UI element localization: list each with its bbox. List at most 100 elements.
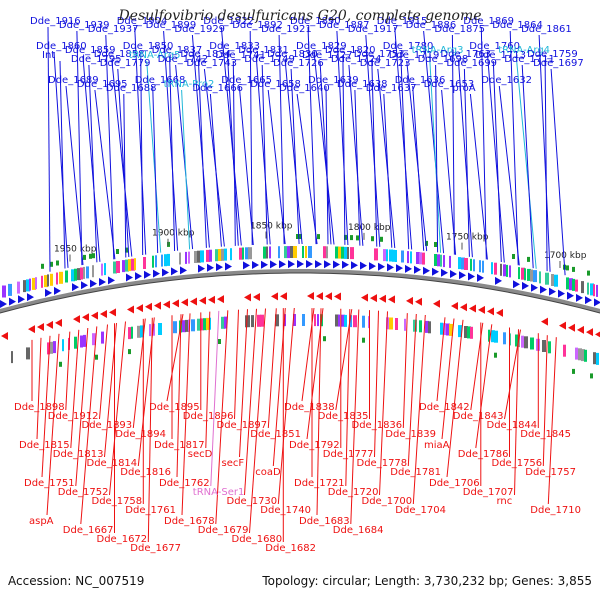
reverse-gene-label[interactable]: tRNA-Ser1 bbox=[193, 487, 245, 498]
forward-gene-label[interactable]: Dde_1698 bbox=[418, 54, 469, 65]
forward-gene-label[interactable]: Dde_1834 bbox=[180, 49, 231, 60]
forward-gene-label[interactable]: Dde_1780 bbox=[383, 41, 434, 52]
reverse-gene-label[interactable]: Dde_1786 bbox=[458, 449, 509, 460]
forward-gene-label[interactable]: Dde_1763 bbox=[440, 49, 491, 60]
forward-gene-label[interactable]: Dde_1892 bbox=[232, 20, 283, 31]
reverse-gene-label[interactable]: secD bbox=[188, 449, 213, 460]
forward-gene-label[interactable]: Dde_1833 bbox=[209, 41, 260, 52]
reverse-gene-label[interactable]: Dde_1777 bbox=[323, 449, 374, 460]
reverse-gene-label[interactable]: Dde_1751 bbox=[24, 478, 75, 489]
forward-gene-label[interactable]: Dde_1861 bbox=[521, 24, 572, 35]
forward-gene-label[interactable]: Dde_1749 bbox=[244, 54, 295, 65]
forward-gene-label[interactable]: Dde_1858 bbox=[94, 49, 145, 60]
reverse-gene-label[interactable]: Dde_1757 bbox=[525, 467, 576, 478]
forward-gene-label[interactable]: Dde_1665 bbox=[221, 75, 272, 86]
forward-gene-label[interactable]: tRNA-Arg3 bbox=[412, 45, 464, 56]
forward-gene-label[interactable]: Dde_1904 bbox=[117, 16, 168, 27]
reverse-gene-label[interactable]: coaD bbox=[255, 467, 281, 478]
forward-gene-label[interactable]: Dde_1742 bbox=[158, 54, 209, 65]
forward-gene-label[interactable]: Dde_1929 bbox=[174, 24, 225, 35]
reverse-gene-label[interactable]: aspA bbox=[29, 516, 54, 527]
reverse-gene-label[interactable]: Dde_1895 bbox=[149, 402, 200, 413]
forward-gene-label[interactable]: Dde_1727 bbox=[302, 50, 353, 61]
reverse-gene-label[interactable]: Dde_1844 bbox=[487, 420, 538, 431]
reverse-gene-label[interactable]: Dde_1839 bbox=[385, 429, 436, 440]
reverse-gene-label[interactable]: Dde_1707 bbox=[463, 487, 514, 498]
reverse-gene-label[interactable]: Dde_1700 bbox=[362, 496, 413, 507]
forward-gene-label[interactable]: Dde_1937 bbox=[88, 24, 139, 35]
reverse-gene-label[interactable]: Dde_1842 bbox=[419, 402, 470, 413]
reverse-gene-label[interactable]: rnc bbox=[497, 496, 513, 507]
forward-gene-label[interactable]: tRNA-Pro2 bbox=[164, 79, 215, 90]
forward-gene-label[interactable]: Int bbox=[42, 50, 55, 61]
forward-gene-label[interactable]: Dde_1719 bbox=[389, 50, 440, 61]
forward-gene-label[interactable]: Dde_1886 bbox=[406, 20, 457, 31]
reverse-gene-label[interactable]: Dde_1817 bbox=[154, 440, 205, 451]
reverse-gene-label[interactable]: Dde_1816 bbox=[120, 467, 171, 478]
forward-gene-label[interactable]: Dde_1697 bbox=[533, 58, 584, 69]
forward-gene-label[interactable]: Dde_1887 bbox=[319, 20, 370, 31]
forward-gene-label[interactable]: Dde_1724 bbox=[331, 54, 382, 65]
forward-gene-label[interactable]: Dde_1636 bbox=[395, 75, 446, 86]
forward-gene-label[interactable]: Dde_1890 bbox=[290, 16, 341, 27]
reverse-gene-label[interactable]: Dde_1758 bbox=[92, 496, 143, 507]
reverse-gene-label[interactable]: Dde_1843 bbox=[453, 411, 504, 422]
reverse-gene-label[interactable]: Dde_1667 bbox=[63, 525, 114, 536]
forward-gene-label[interactable]: Dde_1753 bbox=[354, 49, 405, 60]
reverse-gene-label[interactable]: Dde_1752 bbox=[58, 487, 109, 498]
reverse-gene-label[interactable]: secF bbox=[222, 458, 245, 469]
reverse-gene-label[interactable]: Dde_1672 bbox=[97, 534, 148, 545]
reverse-gene-label[interactable]: Dde_1838 bbox=[284, 402, 335, 413]
forward-gene-label[interactable]: Dde_1916 bbox=[30, 16, 81, 27]
forward-gene-label[interactable]: Dde_1741 bbox=[215, 50, 266, 61]
reverse-gene-label[interactable]: Dde_1778 bbox=[357, 458, 408, 469]
reverse-gene-label[interactable]: Dde_1678 bbox=[164, 516, 215, 527]
reverse-gene-label[interactable]: Dde_1684 bbox=[333, 525, 384, 536]
reverse-gene-label[interactable]: Dde_1730 bbox=[227, 496, 278, 507]
forward-gene-label[interactable]: Dde_1779 bbox=[100, 58, 151, 69]
reverse-gene-label[interactable]: Dde_1740 bbox=[260, 505, 311, 516]
forward-gene-label[interactable]: proA bbox=[452, 83, 475, 94]
gene-labels-group[interactable]: Dde_1916Dde_1939Dde_1937Dde_1904Dde_1899… bbox=[14, 16, 584, 554]
reverse-gene-label[interactable]: Dde_1845 bbox=[520, 429, 571, 440]
reverse-gene-label[interactable]: Dde_1897 bbox=[217, 420, 268, 431]
reverse-gene-label[interactable]: Dde_1896 bbox=[183, 411, 234, 422]
forward-gene-label[interactable]: tRNA-Arg4 bbox=[498, 45, 550, 56]
forward-gene-label[interactable]: Dde_1899 bbox=[146, 20, 197, 31]
forward-gene-label[interactable]: Dde_1831 bbox=[238, 45, 289, 56]
reverse-gene-label[interactable]: Dde_1893 bbox=[82, 420, 133, 431]
forward-gene-label[interactable]: Dde_1859 bbox=[65, 45, 116, 56]
reverse-gene-label[interactable]: Dde_1761 bbox=[125, 505, 176, 516]
reverse-gene-label[interactable]: Dde_1680 bbox=[232, 534, 283, 545]
reverse-gene-label[interactable]: Dde_1792 bbox=[289, 440, 340, 451]
reverse-gene-label[interactable]: Dde_1704 bbox=[395, 505, 446, 516]
forward-gene-label[interactable]: Dde_1829 bbox=[296, 41, 347, 52]
forward-gene-label[interactable]: Dde_1830 bbox=[267, 49, 318, 60]
forward-gene-label[interactable]: Dde_1869 bbox=[463, 16, 514, 27]
forward-gene-label[interactable]: Dde_1921 bbox=[261, 24, 312, 35]
forward-gene-label[interactable]: Dde_1915 bbox=[377, 16, 428, 27]
forward-gene-label[interactable]: Dde_1688 bbox=[106, 83, 157, 94]
forward-gene-label[interactable]: Dde_1658 bbox=[250, 79, 301, 90]
forward-gene-label[interactable]: Dde_1864 bbox=[492, 20, 543, 31]
forward-gene-label[interactable]: Dde_1723 bbox=[360, 58, 411, 69]
reverse-gene-label[interactable]: Dde_1912 bbox=[48, 411, 99, 422]
reverse-gene-label[interactable]: Dde_1894 bbox=[115, 429, 166, 440]
reverse-gene-label[interactable]: Dde_1781 bbox=[390, 467, 441, 478]
forward-gene-label[interactable]: Dde_1711 bbox=[504, 54, 555, 65]
forward-gene-label[interactable]: Dde_1726 bbox=[273, 58, 324, 69]
reverse-gene-label[interactable]: Dde_1851 bbox=[250, 429, 301, 440]
reverse-gene-label[interactable]: Dde_1898 bbox=[14, 402, 65, 413]
forward-gene-label[interactable]: tRNA-Arg5 bbox=[129, 50, 181, 61]
forward-gene-label[interactable]: Dde_1637 bbox=[366, 83, 417, 94]
reverse-gene-label[interactable]: Dde_1836 bbox=[352, 420, 403, 431]
forward-gene-label[interactable]: Dde_1850 bbox=[123, 41, 174, 52]
forward-gene-label[interactable]: Dde_1795 bbox=[71, 54, 122, 65]
reverse-gene-label[interactable]: Dde_1813 bbox=[53, 449, 104, 460]
forward-gene-label[interactable]: Dde_1743 bbox=[186, 58, 237, 69]
reverse-gene-label[interactable]: Dde_1721 bbox=[294, 478, 345, 489]
forward-gene-label[interactable]: Dde_1689 bbox=[48, 75, 99, 86]
reverse-gene-label[interactable]: Dde_1762 bbox=[159, 478, 210, 489]
forward-gene-label[interactable]: Dde_1917 bbox=[348, 24, 399, 35]
reverse-gene-label[interactable]: Dde_1815 bbox=[19, 440, 70, 451]
